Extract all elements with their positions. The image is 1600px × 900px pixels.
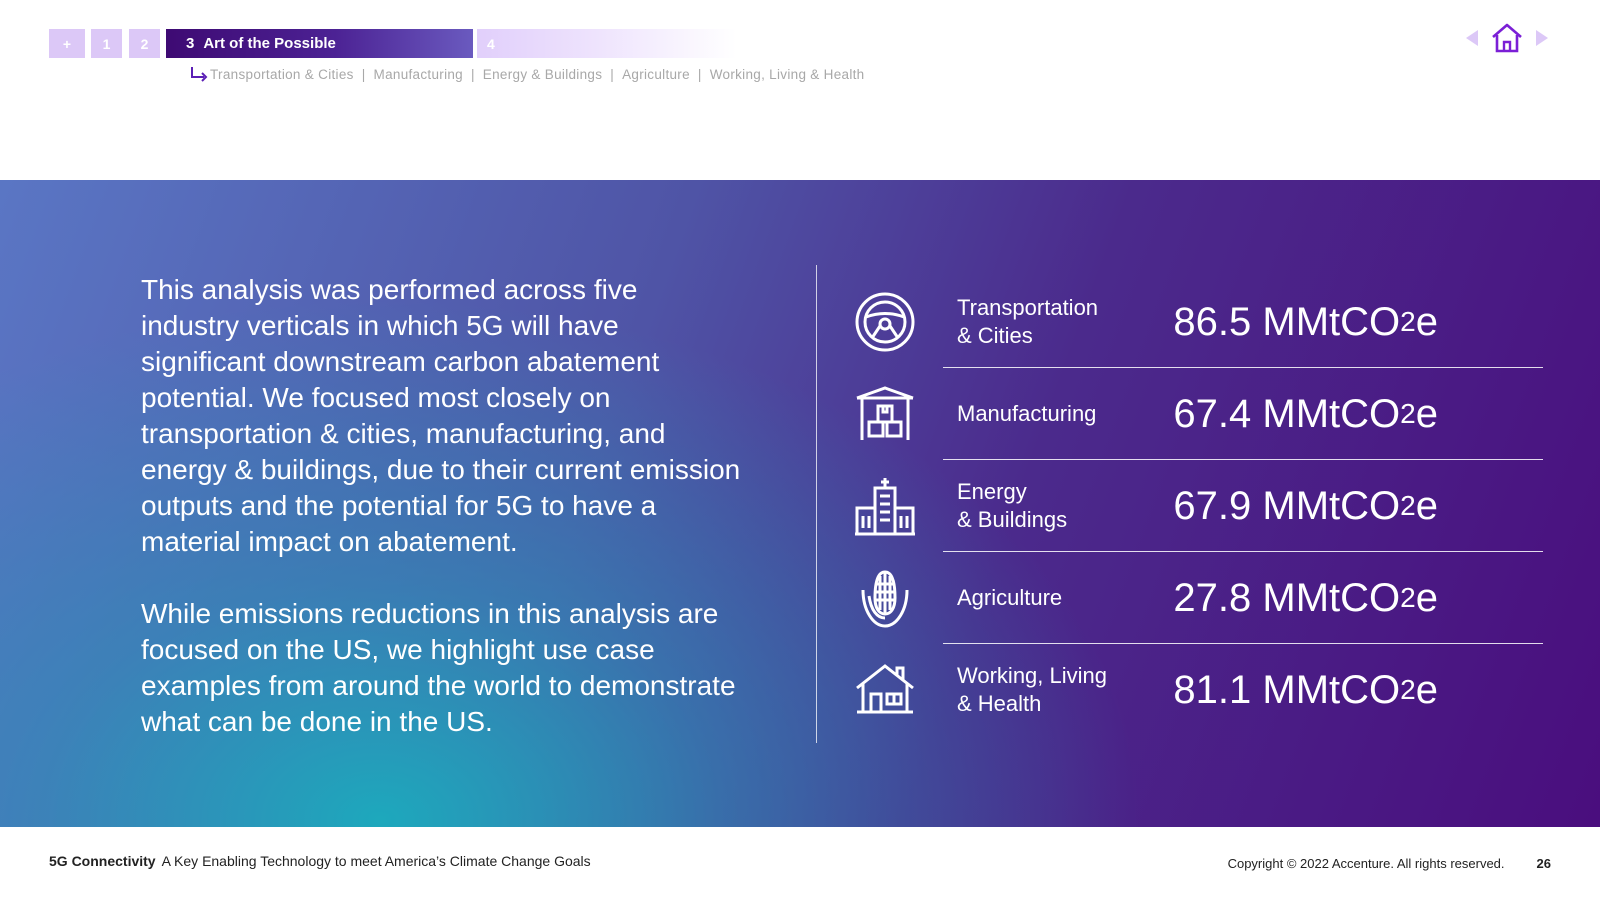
abatement-value: 67.4 MMtCO 2 e <box>1173 391 1438 436</box>
vertical-label: Transportation & Cities <box>957 295 1099 348</box>
footer-brand: 5G Connectivity <box>49 853 156 869</box>
footer-title: 5G Connectivity A Key Enabling Technology… <box>49 853 591 869</box>
vertical-label: Working, Living & Health <box>957 663 1107 716</box>
subnav-separator: | <box>610 66 615 82</box>
triangle-left-icon <box>1466 30 1478 46</box>
footer-meta: Copyright © 2022 Accenture. All rights r… <box>1228 856 1551 871</box>
tab-section-2[interactable]: 2 <box>129 29 160 58</box>
subnav-link-working-living-health[interactable]: Working, Living & Health <box>709 66 865 82</box>
content-band: This analysis was performed across five … <box>0 180 1600 827</box>
subsection-breadcrumb: Transportation & Cities | Manufacturing … <box>190 66 865 82</box>
next-slide-button[interactable] <box>1534 29 1550 47</box>
abatement-value: 27.8 MMtCO 2 e <box>1173 575 1438 620</box>
row-divider <box>943 367 1543 368</box>
triangle-right-icon <box>1536 30 1548 46</box>
vertical-row-agriculture: Agriculture 27.8 MMtCO 2 e <box>845 552 1545 644</box>
vertical-divider <box>816 265 817 743</box>
page-number: 26 <box>1536 856 1551 871</box>
vertical-label: Agriculture <box>957 585 1063 610</box>
footer-subtitle: A Key Enabling Technology to meet Americ… <box>161 853 591 869</box>
subnav-separator: | <box>361 66 366 82</box>
abatement-value: 86.5 MMtCO 2 e <box>1173 299 1438 344</box>
home-button[interactable] <box>1490 22 1524 54</box>
subnav-link-energy[interactable]: Energy & Buildings <box>482 66 603 82</box>
tab-label: Art of the Possible <box>203 35 336 52</box>
previous-slide-button[interactable] <box>1464 29 1480 47</box>
buildings-icon <box>855 478 915 536</box>
tab-section-1[interactable]: 1 <box>91 29 122 58</box>
row-divider <box>943 643 1543 644</box>
corner-arrow-icon <box>191 67 208 82</box>
intro-paragraph-2: While emissions reductions in this analy… <box>141 598 736 737</box>
tab-section-4[interactable]: 4 <box>477 29 737 58</box>
corner-navigation <box>1464 22 1550 54</box>
factory-boxes-icon <box>856 386 914 440</box>
vertical-label: Manufacturing <box>957 401 1097 426</box>
subnav-link-transportation[interactable]: Transportation & Cities <box>210 66 354 82</box>
steering-wheel-icon <box>855 292 915 352</box>
home-icon <box>1492 23 1522 53</box>
abatement-value: 81.1 MMtCO 2 e <box>1173 667 1438 712</box>
subnav-separator: | <box>470 66 475 82</box>
vertical-label: Energy & Buildings <box>957 479 1068 532</box>
tab-plus[interactable]: + <box>49 29 85 58</box>
tab-section-3-active[interactable]: 3 Art of the Possible <box>166 29 473 58</box>
tab-number: 3 <box>186 35 195 52</box>
copyright-text: Copyright © 2022 Accenture. All rights r… <box>1227 856 1505 871</box>
row-divider <box>943 551 1543 552</box>
subnav-separator: | <box>697 66 702 82</box>
house-icon <box>856 664 914 714</box>
vertical-row-working-living-health: Working, Living & Health 81.1 MMtCO 2 e <box>845 644 1545 736</box>
intro-text: This analysis was performed across five … <box>141 272 741 776</box>
vertical-row-energy: Energy & Buildings 67.9 MMtCO 2 e <box>845 460 1545 552</box>
intro-paragraph-1: This analysis was performed across five … <box>141 274 741 557</box>
subnav-link-agriculture[interactable]: Agriculture <box>622 66 690 82</box>
vertical-row-transportation: Transportation & Cities 86.5 MMtCO 2 e <box>845 276 1545 368</box>
row-divider <box>943 459 1543 460</box>
corn-leaf-icon <box>861 570 909 628</box>
band-gradient-overlay <box>0 180 1600 827</box>
subnav-link-manufacturing[interactable]: Manufacturing <box>373 66 463 82</box>
vertical-row-manufacturing: Manufacturing 67.4 MMtCO 2 e <box>845 368 1545 460</box>
abatement-value: 67.9 MMtCO 2 e <box>1173 483 1438 528</box>
